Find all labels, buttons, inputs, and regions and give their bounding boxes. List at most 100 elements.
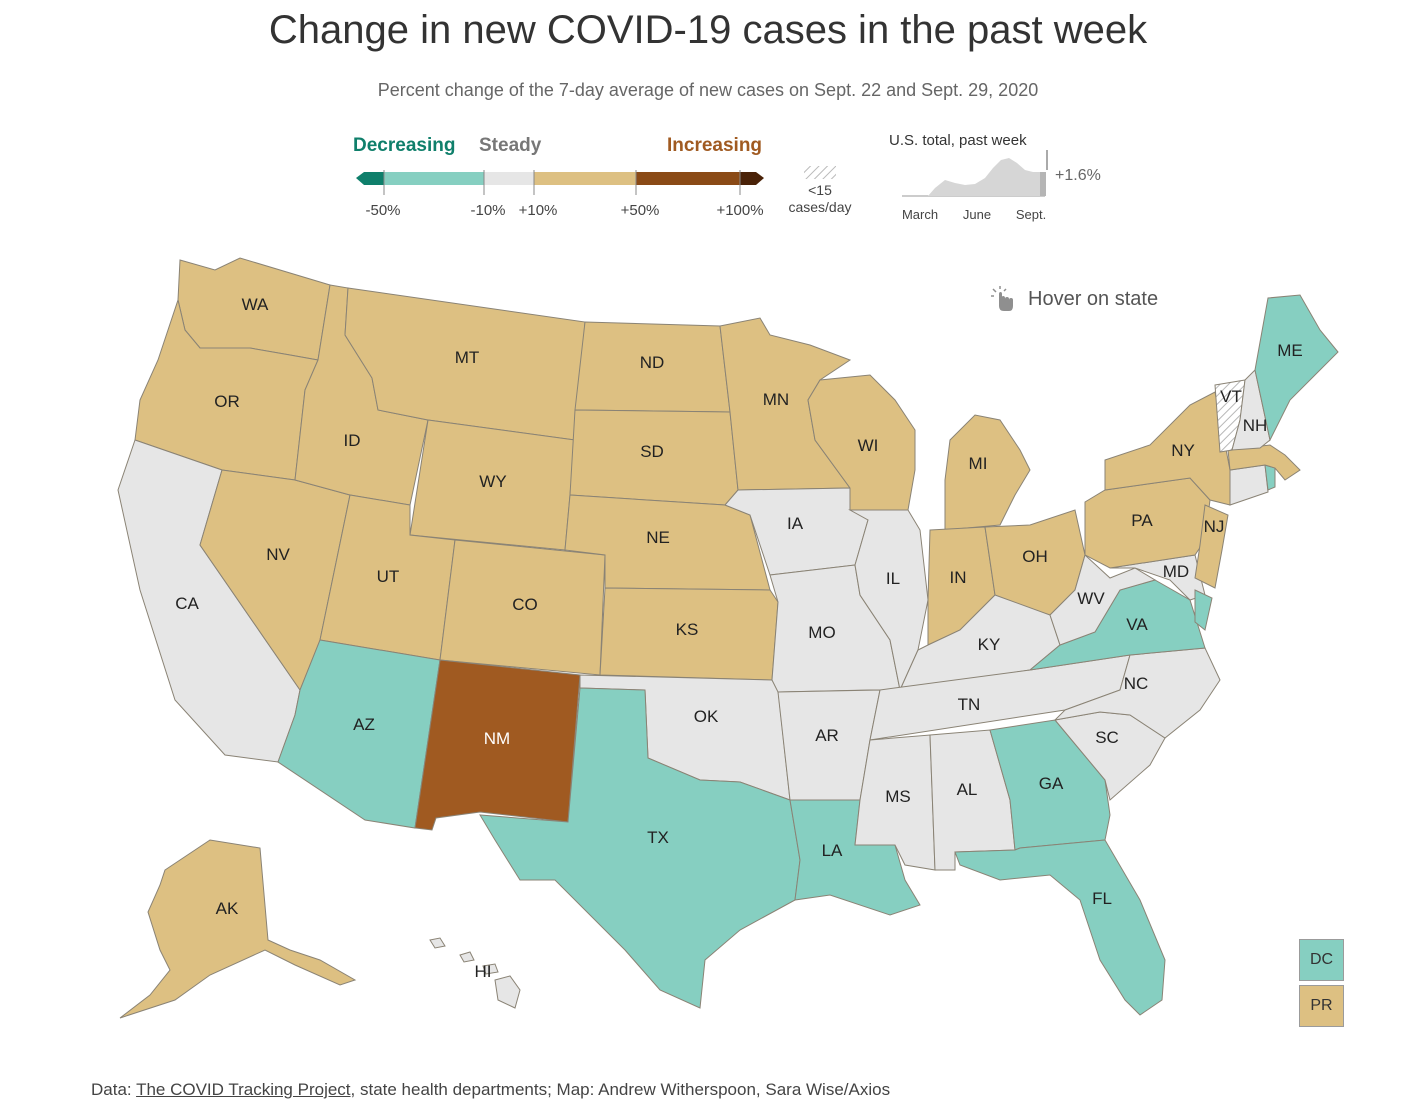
legend-swatch-decreasing (384, 172, 484, 185)
state-mi[interactable] (944, 414, 1031, 531)
state-label: MT (455, 348, 480, 367)
state-me[interactable] (1254, 294, 1339, 442)
state-label: ID (344, 431, 361, 450)
state-label: KY (978, 635, 1001, 654)
legend-tick: +10% (518, 202, 558, 219)
state-label: NY (1171, 441, 1195, 460)
state-label: NE (646, 528, 670, 547)
legend-tick: +50% (620, 202, 660, 219)
territory-box-pr[interactable]: PR (1299, 985, 1344, 1027)
state-nc[interactable] (1053, 647, 1221, 739)
state-label: OK (694, 707, 719, 726)
state-label: AK (216, 899, 239, 918)
legend-swatch-decreasing-dark (356, 172, 384, 185)
territory-label-pr: PR (1310, 997, 1333, 1014)
state-label: OH (1022, 547, 1048, 566)
state-label: ME (1277, 341, 1303, 360)
legend-no-data-line2: cases/day (788, 199, 852, 215)
state-label: MN (763, 390, 789, 409)
legend-no-data-note: <15 cases/day (777, 182, 863, 216)
legend-tick: -50% (365, 202, 401, 219)
chart-subtitle: Percent change of the 7-day average of n… (377, 80, 1039, 100)
state-ma[interactable] (1227, 444, 1301, 481)
legend-swatch-increasing-strong (636, 172, 740, 185)
legend-tick: -10% (470, 202, 506, 219)
pointer-hand-icon (991, 286, 1013, 311)
state-label: IA (787, 514, 804, 533)
state-label: WI (858, 436, 879, 455)
state-label: MO (808, 623, 835, 642)
state-label: WV (1077, 589, 1105, 608)
state-label: NM (484, 729, 510, 748)
state-label: LA (822, 841, 843, 860)
footer-suffix: , state health departments; Map: Andrew … (350, 1080, 891, 1099)
state-de[interactable] (1194, 589, 1213, 631)
footer-prefix: Data: (91, 1080, 137, 1099)
state-wv[interactable] (1049, 554, 1157, 646)
state-label: NV (266, 545, 290, 564)
state-label: TN (958, 695, 981, 714)
legend-no-data-line1: <15 (808, 182, 832, 198)
chart-title: Change in new COVID-19 cases in the past… (268, 8, 1148, 52)
state-hi[interactable] (429, 937, 521, 1009)
state-fl[interactable] (954, 839, 1166, 1016)
state-label: HI (475, 962, 492, 981)
state-label: SC (1095, 728, 1119, 747)
state-label: MI (969, 454, 988, 473)
states (117, 257, 1339, 1019)
state-label: UT (377, 567, 400, 586)
state-label: NJ (1204, 517, 1225, 536)
legend-swatch-increasing-max (740, 172, 764, 185)
legend-bar (356, 166, 836, 195)
state-label: WY (479, 472, 506, 491)
state-label: OR (214, 392, 240, 411)
state-label: ND (640, 353, 665, 372)
hover-hint-text: Hover on state (1028, 287, 1159, 310)
state-wi[interactable] (807, 374, 916, 511)
state-label: AZ (353, 715, 375, 734)
legend-increasing-label: Increasing (667, 135, 763, 156)
sparkline-area (928, 158, 1040, 196)
legend-swatch-steady (484, 172, 534, 185)
state-label: WA (242, 295, 269, 314)
state-label: MS (885, 787, 911, 806)
legend-swatch-no-data (804, 166, 836, 179)
state-label: GA (1039, 774, 1064, 793)
sparkline-month: March (901, 207, 939, 222)
state-labels: WA OR CA NV ID MT WY UT AZ CO NM ND SD N… (175, 295, 1303, 981)
state-label: FL (1092, 889, 1112, 908)
state-label: KS (676, 620, 699, 639)
sparkline-value: +1.6% (1055, 167, 1101, 184)
state-label: PA (1131, 511, 1153, 530)
state-ak[interactable] (119, 839, 357, 1019)
sparkline-month: June (962, 207, 992, 222)
state-label: VA (1126, 615, 1148, 634)
state-nm[interactable] (414, 659, 581, 831)
state-tx[interactable] (479, 687, 801, 1009)
legend-swatch-increasing (534, 172, 636, 185)
state-ct[interactable] (1229, 464, 1269, 506)
state-label: VT (1220, 387, 1242, 406)
state-label: MD (1163, 562, 1189, 581)
sparkline-month: Sept. (1015, 207, 1047, 222)
source-link[interactable]: The COVID Tracking Project (136, 1080, 351, 1099)
state-label: IN (950, 568, 967, 587)
legend-decreasing-label: Decreasing (353, 135, 456, 156)
state-label: CA (175, 594, 199, 613)
state-label: CO (512, 595, 538, 614)
state-nj[interactable] (1194, 504, 1229, 589)
state-label: NH (1243, 416, 1268, 435)
state-label: IL (886, 569, 900, 588)
territory-label-dc: DC (1309, 951, 1334, 968)
legend-steady-label: Steady (479, 135, 542, 156)
source-footer: Data: The COVID Tracking Project, state … (91, 1080, 890, 1100)
state-label: AR (815, 726, 839, 745)
state-label: TX (647, 828, 669, 847)
state-label: AL (957, 780, 978, 799)
legend-tick: +100% (716, 202, 764, 219)
sparkline-week-bar (1040, 172, 1046, 196)
sparkline-title: U.S. total, past week (889, 132, 1027, 149)
territory-box-dc[interactable]: DC (1299, 939, 1344, 981)
state-label: NC (1124, 674, 1149, 693)
